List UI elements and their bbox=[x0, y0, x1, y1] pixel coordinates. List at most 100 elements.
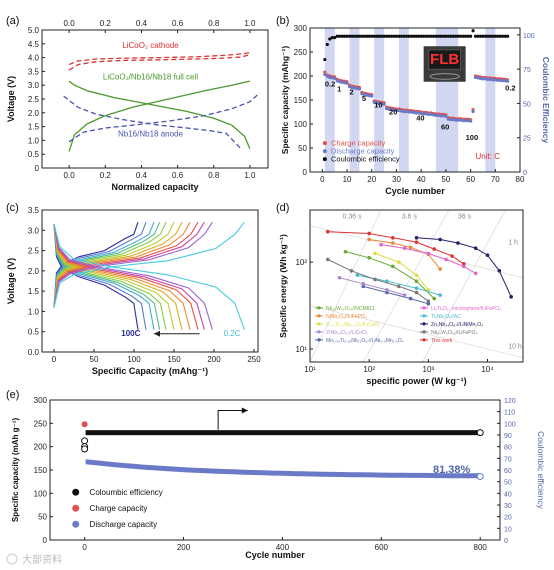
panel-b-discharge-point bbox=[424, 112, 428, 116]
panel-e-ylabel: Specific capacity (mAh g⁻¹) bbox=[11, 418, 20, 523]
panel-b-discharge-point bbox=[350, 85, 354, 90]
panel-d-legend-marker bbox=[317, 306, 321, 310]
panel-e-ytick-label: 250 bbox=[34, 419, 48, 428]
panel-d-point bbox=[391, 264, 395, 269]
panel-c-discharge-curve-4 bbox=[53, 224, 167, 330]
panel-d-point bbox=[408, 245, 413, 250]
panel-b-discharge-point bbox=[478, 76, 483, 80]
panel-b-legend-marker bbox=[322, 141, 327, 146]
panel-b-legend-label: Charge capacity bbox=[331, 139, 385, 148]
panel-b-efficiency-point bbox=[370, 34, 374, 38]
panel-a-frame bbox=[41, 29, 269, 169]
panel-e-xtick-label: 0 bbox=[82, 543, 87, 552]
panel-e-efficiency-band bbox=[85, 430, 481, 436]
panel-b-xtick-label: 0 bbox=[320, 175, 325, 184]
panel-a-ytick-label: 0 bbox=[35, 164, 40, 173]
panel-d-legend-marker bbox=[317, 338, 321, 342]
panel-e-y2tick-label: 110 bbox=[504, 410, 515, 417]
panel-d-point bbox=[462, 262, 466, 266]
panel-e-y2tick-label: 50 bbox=[504, 480, 512, 487]
panel-a-top-tick-label: 0.2 bbox=[100, 19, 112, 28]
panel-e-y2tick-label: 90 bbox=[504, 433, 512, 440]
panel-b-efficiency-point bbox=[496, 34, 500, 38]
panel-a-ytick-label: 0.5 bbox=[28, 150, 40, 159]
panel-d-point bbox=[385, 279, 389, 284]
panel-b-discharge-point bbox=[434, 113, 438, 117]
panel-e-legend-marker bbox=[72, 488, 80, 496]
panel-d-xtick-label: 10⁴ bbox=[481, 365, 494, 374]
panel-d-point bbox=[426, 299, 431, 304]
panel-b-legend-label: Discharge capacity bbox=[331, 147, 395, 156]
panel-d-point bbox=[396, 284, 401, 289]
panel-b-discharge-point bbox=[333, 76, 337, 80]
panel-b-discharge-point bbox=[402, 109, 406, 114]
panel-c-ytick-label: 3.0 bbox=[28, 226, 40, 235]
panel-b-efficiency-point bbox=[402, 34, 406, 38]
panel-e-arrow-line bbox=[217, 410, 248, 430]
panel-d-series-line-5 bbox=[374, 252, 429, 291]
panel-d-time-line bbox=[309, 305, 524, 359]
panel-a-top-tick-label: 0.4 bbox=[136, 19, 148, 28]
panel-b-efficiency-point bbox=[389, 34, 394, 38]
panel-b-discharge-point bbox=[481, 77, 485, 81]
panel-b-discharge-point bbox=[370, 94, 374, 98]
panel-b-discharge-point bbox=[466, 119, 470, 123]
panel-d-legend-label: ZrNb₂₄O₆₂//LiCoO₂ bbox=[326, 330, 368, 336]
panel-b-discharge-point bbox=[360, 92, 364, 96]
panel-b-discharge-point bbox=[439, 114, 443, 118]
panel-b-efficiency-point bbox=[439, 34, 443, 38]
panel-b-efficiency-point bbox=[365, 34, 369, 38]
panel-b-efficiency-point bbox=[473, 34, 478, 38]
panel-c-xtick-label: 100 bbox=[127, 355, 141, 364]
panel-b-efficiency-point bbox=[352, 34, 357, 38]
panel-d-point bbox=[485, 253, 490, 257]
panel-b-xtick-label: 40 bbox=[417, 175, 426, 184]
panel-e-xtick-label: 200 bbox=[177, 543, 191, 552]
panel-d-point bbox=[361, 284, 366, 289]
panel-d-ylabel: Specific energy (Wh kg⁻¹) bbox=[278, 234, 288, 338]
panel-b-efficiency-point bbox=[424, 34, 428, 38]
panel-b-discharge-point bbox=[375, 101, 379, 105]
panel-c-ytick-label: 2.0 bbox=[28, 267, 40, 276]
panel-b-shaded-band bbox=[485, 28, 496, 172]
panel-e-discharge-band bbox=[85, 459, 481, 479]
panel-b-xtick-label: 50 bbox=[441, 175, 450, 184]
panel-b-discharge-point bbox=[352, 86, 357, 90]
panel-b-legend-marker bbox=[322, 149, 327, 154]
panel-c-discharge-curve-5 bbox=[53, 224, 175, 330]
panel-b-discharge-point bbox=[491, 78, 495, 82]
panel-b-ytick-label: 150 bbox=[294, 96, 308, 105]
panel-d-point bbox=[402, 246, 407, 251]
panel-e-legend-label: Coloumbic efficiency bbox=[90, 488, 163, 497]
panel-b-discharge-point bbox=[382, 102, 386, 106]
panel-a-curve-label: LiCoO₂ cathode bbox=[122, 41, 179, 50]
panel-d-point bbox=[402, 293, 407, 297]
panel-d-point bbox=[432, 247, 437, 251]
panel-d-point bbox=[462, 264, 466, 269]
panel-b-efficiency-point bbox=[464, 34, 468, 38]
panel-d-legend-marker bbox=[317, 322, 321, 326]
panel-b-unit-label: Unit: C bbox=[476, 152, 501, 161]
panel-a-ytick-label: 4.0 bbox=[28, 54, 40, 63]
panel-b-efficiency-point bbox=[454, 34, 458, 38]
panel-b-discharge-point bbox=[483, 77, 488, 81]
panel-b-efficiency-point bbox=[444, 34, 448, 38]
panel-b-discharge-point bbox=[429, 112, 433, 116]
panel-b-xtick-label: 70 bbox=[491, 175, 500, 184]
panel-d-point bbox=[444, 257, 448, 262]
panel-b-discharge-point bbox=[365, 93, 369, 97]
panel-d-label: (d) bbox=[276, 202, 289, 214]
panel-b-efficiency-point bbox=[459, 34, 463, 38]
panel-d-point bbox=[396, 260, 401, 264]
panel-a-curve-0 bbox=[68, 51, 250, 66]
panel-b-efficiency-point bbox=[417, 34, 421, 38]
panel-b-rate-label: 10 bbox=[374, 101, 382, 110]
panel-e-legend-marker bbox=[72, 504, 80, 512]
watermark: 大部资料 bbox=[6, 553, 62, 566]
panel-b-y2tick-label: 75 bbox=[523, 67, 531, 74]
panel-d-point bbox=[385, 290, 389, 295]
panel-b-discharge-point bbox=[330, 76, 334, 80]
panel-e-xtick-label: 600 bbox=[375, 543, 389, 552]
panel-b-discharge-point bbox=[496, 78, 500, 82]
panel-e-y2tick-label: 30 bbox=[504, 503, 512, 510]
